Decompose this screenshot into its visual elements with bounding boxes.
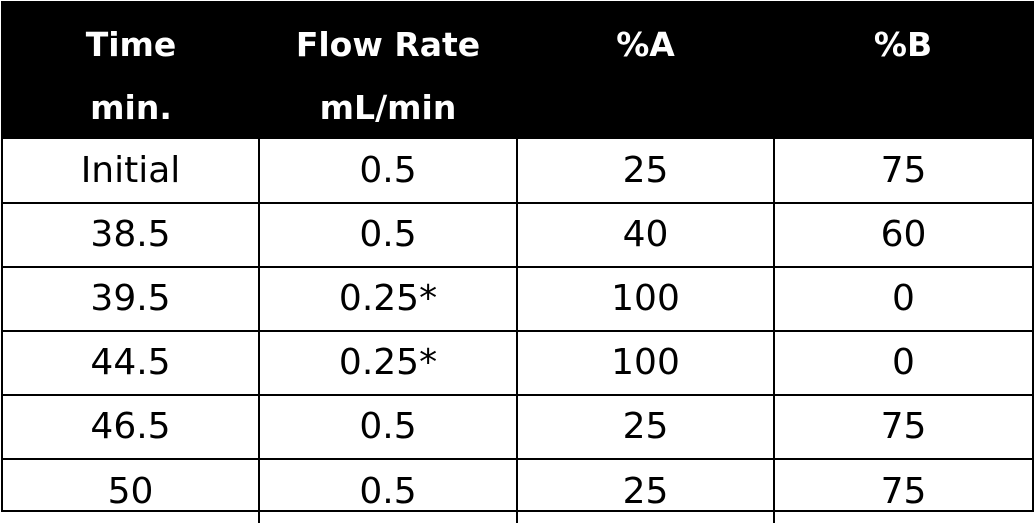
cell-flow-rate: 0.5	[258, 458, 517, 523]
header-percent-b: %B	[774, 3, 1032, 139]
cell-percent-b: 0	[773, 330, 1032, 395]
cell-percent-a: 100	[516, 266, 774, 331]
cell-percent-a: 100	[516, 330, 774, 395]
header-flow-rate-line1: Flow Rate	[295, 25, 481, 64]
cell-time: Initial	[80, 149, 181, 191]
table-row: 39.5 0.25* 100 0	[3, 266, 1032, 331]
cell-time: 50	[3, 458, 259, 523]
cell-percent-a: 25	[516, 139, 774, 203]
cell-time: 44.5	[3, 330, 259, 395]
header-percent-a: %A	[517, 3, 774, 139]
cell-percent-b: 0	[773, 266, 1032, 331]
cell-flow-rate: 0.5	[258, 139, 517, 203]
cell-flow-rate: 0.5	[258, 394, 517, 459]
cell-flow-rate: 0.25*	[258, 266, 517, 331]
cell-flow-rate: 0.5	[258, 202, 517, 267]
cell-time: 39.5	[3, 266, 259, 331]
cell-percent-b: 60	[773, 202, 1032, 267]
cell-percent-b: 75	[773, 458, 1032, 523]
header-percent-b-line1: %B	[873, 25, 933, 64]
table-body: Initial 0.5 25 75 38.5 0.5 40 60 39.5 0.…	[3, 139, 1032, 523]
table-row: 44.5 0.25* 100 0	[3, 330, 1032, 395]
gradient-table-grid: Time min. Flow Rate mL/min %A %B Initial…	[3, 3, 1032, 523]
table-row: 38.5 0.5 40 60	[3, 202, 1032, 267]
header-time: Time min.	[3, 3, 259, 139]
cell-percent-a: 25	[516, 458, 774, 523]
cell-time: 46.5	[3, 394, 259, 459]
header-percent-a-line1: %A	[616, 25, 675, 64]
header-flow-rate: Flow Rate mL/min	[259, 3, 517, 139]
cell-percent-a: 25	[516, 394, 774, 459]
header-time-line2: min.	[90, 88, 172, 127]
table-row: 50 0.5 25 75	[3, 458, 1032, 523]
header-time-line1: Time	[85, 25, 177, 64]
cell-percent-a: 40	[516, 202, 774, 267]
table-row: Initial 0.5 25 75	[3, 139, 1032, 203]
cell-percent-b: 75	[773, 394, 1032, 459]
cell-time: 38.5	[3, 202, 259, 267]
table-header: Time min. Flow Rate mL/min %A %B	[3, 3, 1032, 139]
header-row: Time min. Flow Rate mL/min %A %B	[3, 3, 1032, 139]
cell-flow-rate: 0.25*	[258, 330, 517, 395]
header-flow-rate-line2: mL/min	[319, 88, 457, 127]
cell-percent-b: 75	[773, 139, 1032, 203]
table-row: 46.5 0.5 25 75	[3, 394, 1032, 459]
